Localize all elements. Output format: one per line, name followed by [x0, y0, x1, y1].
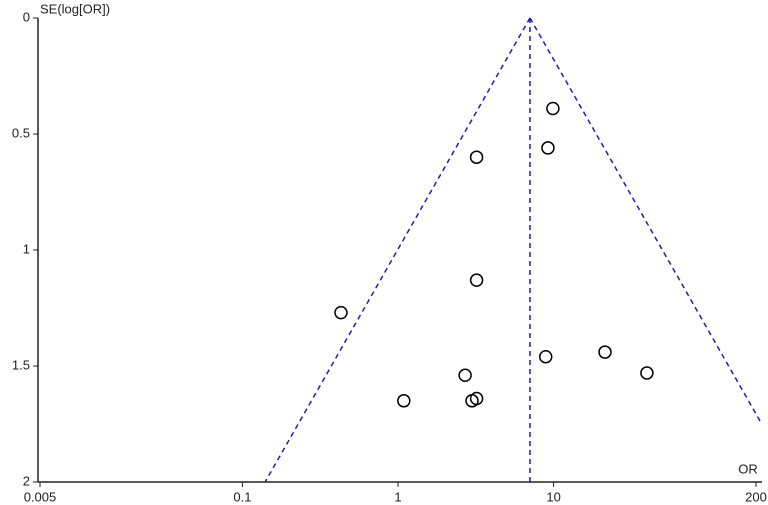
funnel-right: [529, 17, 763, 425]
study-point: [541, 141, 555, 155]
x-tick-label: 200: [745, 489, 767, 504]
study-point: [397, 394, 411, 408]
study-point: [598, 345, 612, 359]
study-point: [469, 391, 484, 406]
funnel-left: [264, 17, 531, 483]
study-point: [546, 101, 560, 116]
y-axis-title: SE(log[OR]): [40, 1, 110, 16]
study-point: [640, 366, 654, 380]
y-tick-label: 1: [23, 241, 30, 256]
y-tick-label: 2: [23, 473, 30, 488]
study-point: [458, 368, 472, 383]
x-tick-label: 10: [546, 489, 560, 504]
study-point: [538, 349, 553, 364]
x-tick-label: 1: [394, 489, 401, 504]
x-tick-label: 0.1: [233, 489, 251, 504]
y-tick-label: 0.5: [12, 125, 30, 140]
y-tick-label: 0: [23, 9, 30, 24]
y-tick-label: 1.5: [12, 357, 30, 372]
x-axis-title: OR: [738, 461, 758, 476]
study-point: [469, 273, 484, 287]
study-point: [469, 150, 484, 164]
x-tick-label: 0.005: [24, 489, 57, 504]
study-point: [334, 305, 348, 320]
